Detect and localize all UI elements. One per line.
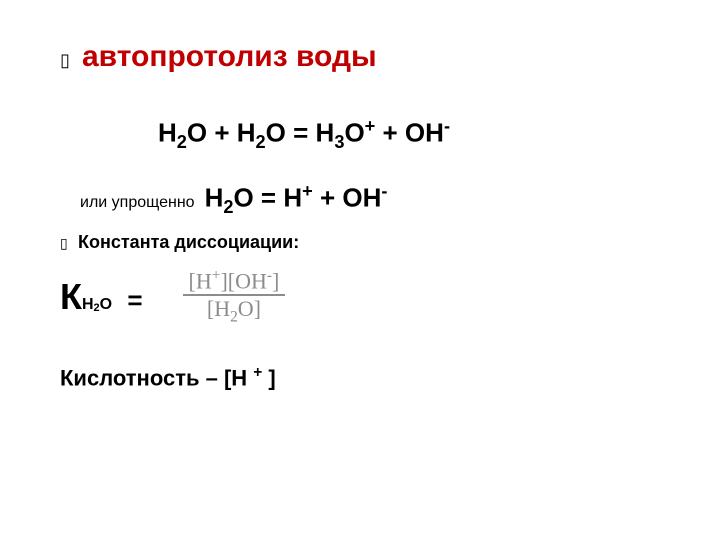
k-fraction: [H+][OH-] [H2O] (183, 267, 286, 328)
eq2-sup: - (381, 181, 387, 201)
num-part: ] (272, 268, 279, 293)
eq1-sub: 2 (177, 132, 187, 152)
eq1-part: Н (158, 118, 177, 148)
eq1-sub: 2 (256, 132, 266, 152)
eq1-part: О (344, 118, 364, 148)
slide-title: автопротолиз воды (82, 40, 377, 74)
title-row: ▯ автопротолиз воды (60, 40, 660, 74)
k-sub-o: О (100, 296, 112, 313)
den-part: [H (207, 296, 230, 321)
bullet-icon: ▯ (60, 235, 78, 252)
acidity-expr: [Н (224, 365, 253, 390)
k-sub-h: Н (82, 296, 94, 313)
simplified-label: или упрощенно (80, 194, 195, 212)
eq2-part: + ОН (313, 183, 382, 213)
eq1-sub: 3 (334, 132, 344, 152)
den-part: O] (238, 296, 261, 321)
slide: ▯ автопротолиз воды Н2О + Н2О = Н3О+ + О… (0, 0, 720, 540)
k-letter: К (60, 276, 82, 317)
bullet-icon: ▯ (60, 50, 82, 71)
eq2-sub: 2 (223, 197, 233, 217)
num-part: [H (189, 268, 212, 293)
dissoc-constant-row: ▯ Константа диссоциации: (60, 232, 660, 253)
eq1-sup: + (365, 116, 376, 136)
fraction-denominator: [H2O] (201, 296, 267, 327)
eq1-sup: - (444, 116, 450, 136)
num-part: ][OH (220, 268, 266, 293)
equation-simplified-row: или упрощенно Н2О = Н+ + ОН- (80, 181, 660, 218)
eq1-part: + ОН (375, 118, 444, 148)
den-sub: 2 (230, 309, 238, 326)
eq1-part: О = Н (266, 118, 335, 148)
dissoc-constant-label: Константа диссоциации: (78, 232, 299, 253)
acidity-sup: + (253, 364, 262, 381)
eq2-sup: + (302, 181, 313, 201)
k-label: КН2О = (60, 276, 143, 318)
equation-autoprotolysis: Н2О + Н2О = Н3О+ + ОН- (158, 116, 660, 153)
eq2-part: О = Н (233, 183, 302, 213)
fraction-numerator: [H+][OH-] (183, 267, 286, 295)
acidity-expr: ] (262, 365, 275, 390)
acidity-label: Кислотность – (60, 365, 224, 390)
eq1-part: О + Н (187, 118, 256, 148)
eq2-part: Н (205, 183, 224, 213)
acidity-line: Кислотность – [Н + ] (60, 364, 660, 391)
equation-simplified: Н2О = Н+ + ОН- (205, 181, 388, 218)
k-equals: = (120, 285, 142, 315)
k-expression-row: КН2О = [H+][OH-] [H2O] (60, 267, 660, 328)
